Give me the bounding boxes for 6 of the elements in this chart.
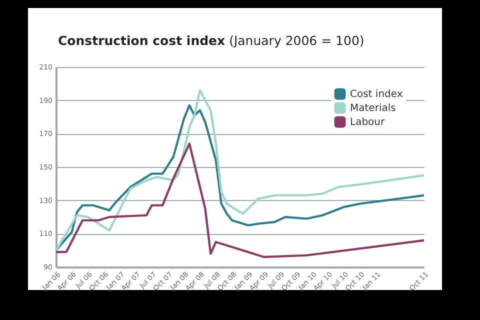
legend-label: Cost index	[350, 89, 403, 100]
line-series	[56, 142, 424, 258]
legend-label: Materials	[350, 103, 396, 114]
legend-label: Labour	[350, 117, 386, 128]
chart-subtitle: (January 2006 = 100)	[229, 33, 364, 48]
chart-title: Construction cost index	[58, 33, 226, 48]
